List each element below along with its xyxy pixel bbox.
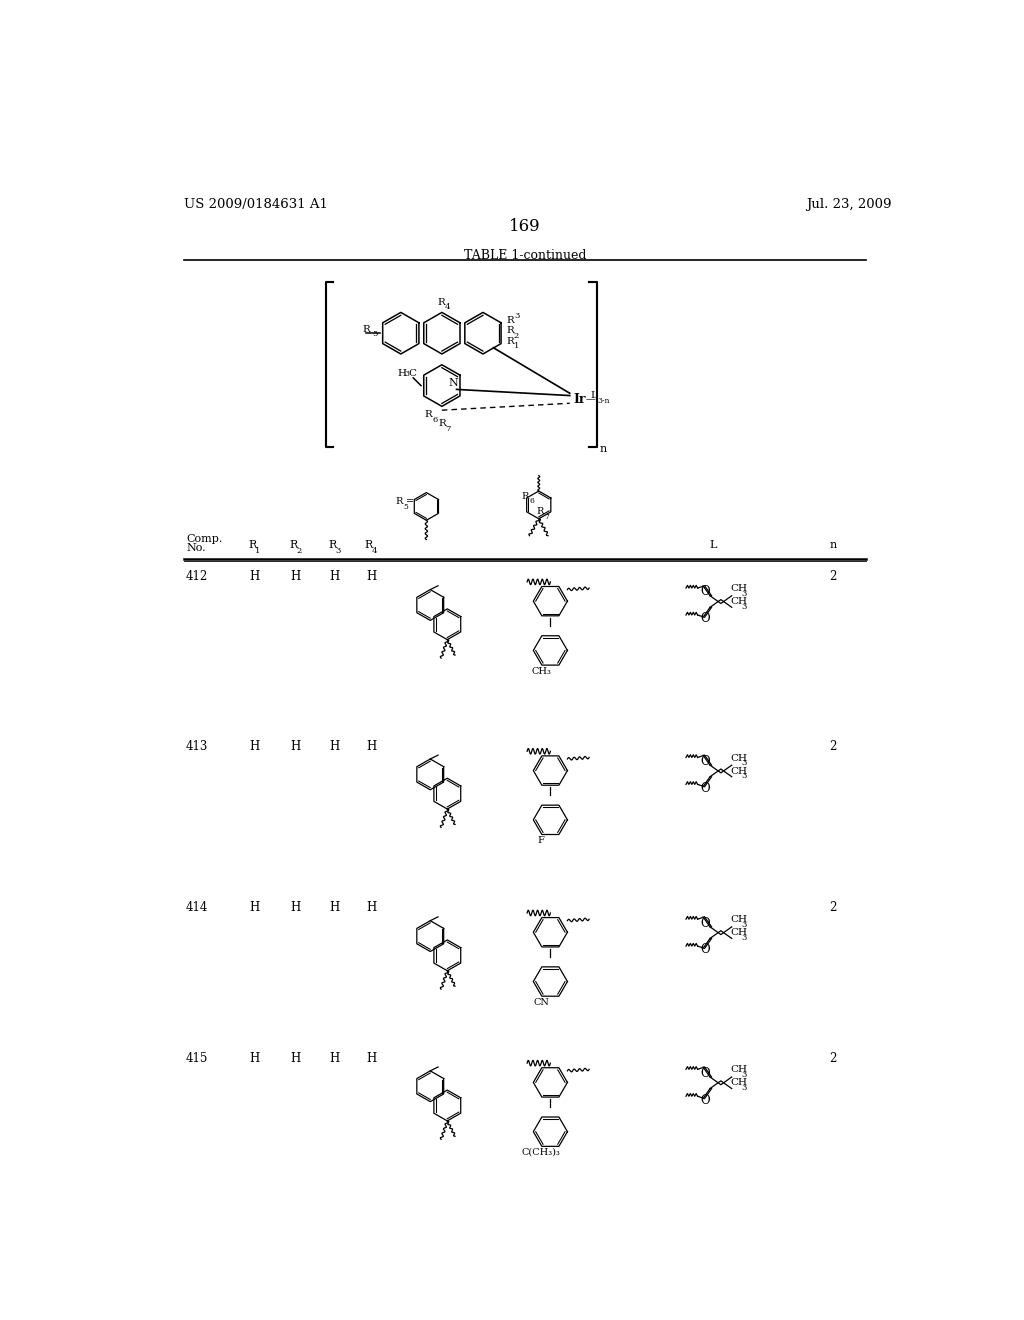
Text: 6: 6	[529, 498, 535, 506]
Text: C: C	[409, 370, 417, 379]
Text: R: R	[438, 420, 445, 429]
Text: R: R	[365, 540, 373, 550]
Text: O: O	[700, 944, 711, 957]
Text: R: R	[425, 411, 432, 420]
Text: CH: CH	[730, 767, 748, 776]
Text: 2: 2	[829, 739, 837, 752]
Text: F: F	[538, 836, 545, 845]
Text: CH: CH	[730, 1078, 748, 1088]
Text: R: R	[248, 540, 256, 550]
Text: No.: No.	[186, 543, 206, 553]
Text: L: L	[710, 540, 717, 550]
Text: L: L	[591, 391, 598, 400]
Text: H: H	[366, 902, 376, 915]
Text: H: H	[291, 739, 301, 752]
Text: O: O	[700, 612, 711, 626]
Text: 5: 5	[372, 330, 378, 338]
Text: O: O	[700, 755, 711, 768]
Text: n: n	[829, 540, 837, 550]
Text: R: R	[506, 326, 514, 335]
Text: 3: 3	[741, 772, 746, 780]
Text: 3: 3	[741, 759, 746, 767]
Text: O: O	[700, 781, 711, 795]
Text: 3: 3	[741, 590, 746, 598]
Text: CH: CH	[730, 597, 748, 606]
Text: 1: 1	[255, 546, 260, 554]
Text: H: H	[330, 902, 340, 915]
Text: 3: 3	[514, 312, 519, 321]
Text: CH: CH	[730, 915, 748, 924]
Text: 2: 2	[514, 331, 519, 339]
Text: H: H	[330, 1052, 340, 1065]
Text: O: O	[700, 585, 711, 598]
Text: 3: 3	[741, 935, 746, 942]
Text: 5: 5	[403, 503, 408, 511]
Text: TABLE 1-continued: TABLE 1-continued	[464, 249, 586, 263]
Text: CH: CH	[730, 585, 748, 593]
Text: CH₃: CH₃	[531, 667, 551, 676]
Text: CH: CH	[730, 1065, 748, 1074]
Text: 1: 1	[514, 342, 519, 350]
Text: O: O	[700, 916, 711, 929]
Text: 7: 7	[544, 512, 549, 521]
Text: R: R	[537, 507, 544, 516]
Text: R: R	[437, 298, 445, 306]
Text: O: O	[700, 1067, 711, 1080]
Text: H: H	[366, 570, 376, 583]
Text: 6: 6	[432, 416, 438, 424]
Text: Ir: Ir	[573, 393, 586, 407]
Text: 2: 2	[829, 570, 837, 583]
Text: Jul. 23, 2009: Jul. 23, 2009	[806, 198, 892, 211]
Text: R: R	[506, 315, 514, 325]
Text: CH: CH	[730, 754, 748, 763]
Text: C(CH₃)₃: C(CH₃)₃	[521, 1148, 560, 1156]
Text: H: H	[397, 370, 407, 379]
Text: 4: 4	[445, 304, 451, 312]
Text: R: R	[521, 492, 529, 500]
Text: R: R	[395, 498, 402, 506]
Text: 415: 415	[186, 1052, 209, 1065]
Text: H: H	[250, 1052, 260, 1065]
Text: 412: 412	[186, 570, 208, 583]
Text: 2: 2	[296, 546, 301, 554]
Text: =: =	[407, 498, 415, 506]
Text: 3: 3	[741, 921, 746, 929]
Text: 7: 7	[445, 425, 452, 433]
Text: 3: 3	[741, 603, 746, 611]
Text: H: H	[250, 570, 260, 583]
Text: N: N	[449, 379, 459, 388]
Text: H: H	[330, 570, 340, 583]
Text: Comp.: Comp.	[186, 533, 222, 544]
Text: H: H	[330, 739, 340, 752]
Text: H: H	[291, 570, 301, 583]
Text: R: R	[328, 540, 336, 550]
Text: H: H	[250, 902, 260, 915]
Text: 3: 3	[403, 371, 409, 379]
Text: 3: 3	[335, 546, 340, 554]
Text: R: R	[506, 337, 514, 346]
Text: O: O	[700, 1093, 711, 1106]
Text: 4: 4	[372, 546, 377, 554]
Text: CN: CN	[534, 998, 549, 1007]
Text: 3-n: 3-n	[597, 397, 609, 405]
Text: H: H	[366, 739, 376, 752]
Text: n: n	[600, 444, 607, 454]
Text: CH: CH	[730, 928, 748, 937]
Text: 169: 169	[509, 218, 541, 235]
Text: —: —	[586, 395, 595, 404]
Text: 3: 3	[741, 1071, 746, 1078]
Text: 2: 2	[829, 902, 837, 915]
Text: 414: 414	[186, 902, 209, 915]
Text: H: H	[291, 902, 301, 915]
Text: H: H	[366, 1052, 376, 1065]
Text: R: R	[362, 325, 371, 334]
Text: R: R	[289, 540, 297, 550]
Text: US 2009/0184631 A1: US 2009/0184631 A1	[183, 198, 328, 211]
Text: H: H	[291, 1052, 301, 1065]
Text: H: H	[250, 739, 260, 752]
Text: 2: 2	[829, 1052, 837, 1065]
Text: 413: 413	[186, 739, 209, 752]
Text: 3: 3	[741, 1084, 746, 1092]
